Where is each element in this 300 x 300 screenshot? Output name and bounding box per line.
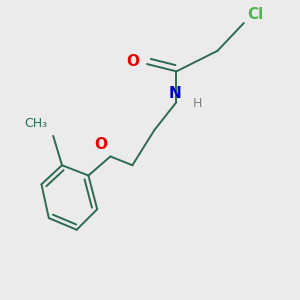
Text: Cl: Cl — [247, 7, 263, 22]
Text: O: O — [94, 137, 107, 152]
Text: N: N — [169, 86, 181, 101]
Text: H: H — [193, 97, 202, 110]
Text: O: O — [127, 54, 140, 69]
Text: CH₃: CH₃ — [24, 117, 47, 130]
